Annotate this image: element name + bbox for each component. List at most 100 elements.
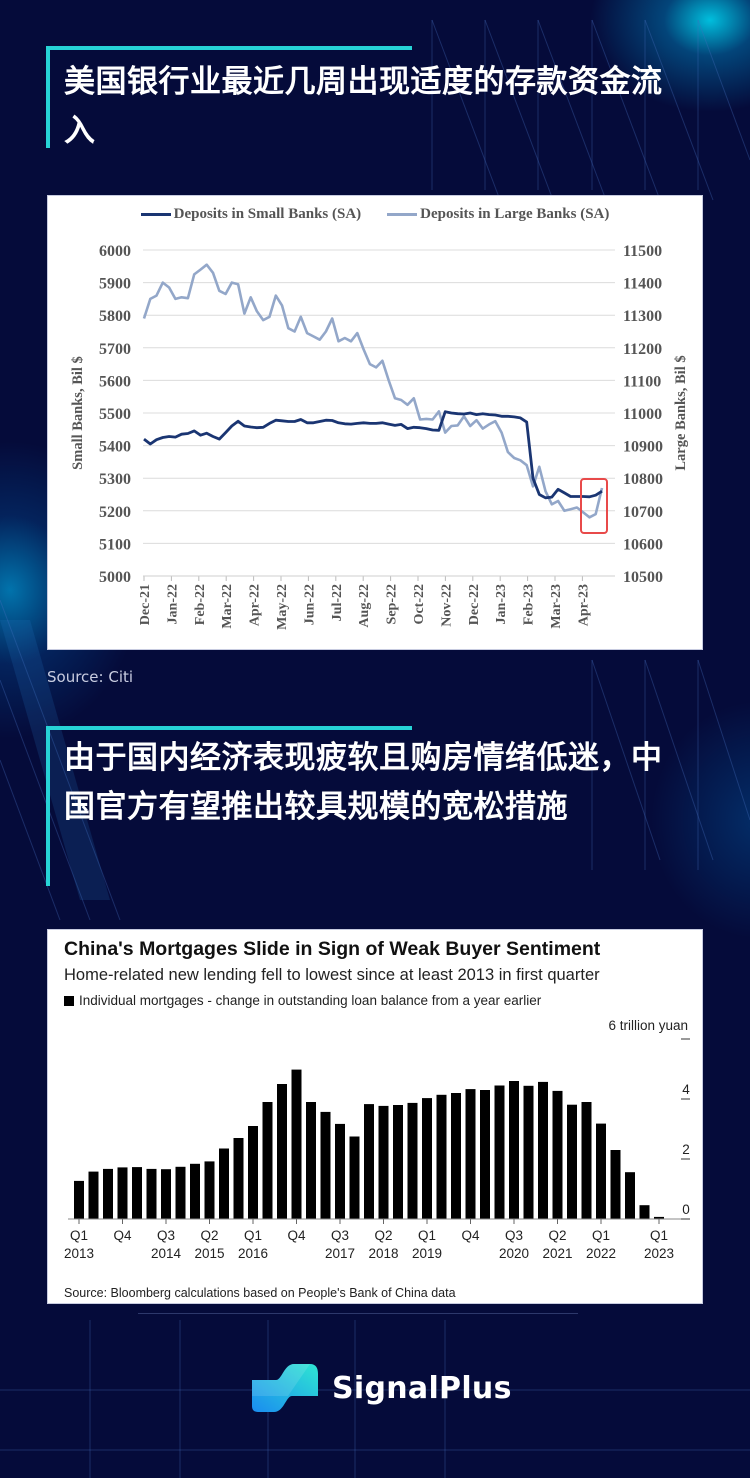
y2-tick-label: 11400 (623, 276, 662, 293)
heading-accent-top (46, 46, 412, 50)
x-tick-year: 2023 (644, 1246, 674, 1261)
small-banks-line (143, 410, 603, 500)
highlight-box (580, 478, 608, 534)
signalplus-logo-icon (252, 1364, 318, 1412)
x-tick-label: Mar-22 (220, 584, 235, 629)
bar (262, 1102, 273, 1219)
y-tick-label: 5800 (99, 308, 131, 325)
small-banks-swatch (140, 213, 171, 216)
heading-accent-left (46, 46, 50, 148)
x-tick-label: Oct-22 (412, 584, 427, 624)
mortgage-chart-card: China's Mortgages Slide in Sign of Weak … (47, 929, 703, 1304)
deposits-chart-card: Deposits in Small Banks (SA) Deposits in… (47, 195, 703, 650)
bar (509, 1081, 519, 1219)
bar (233, 1138, 244, 1219)
bar (451, 1093, 461, 1219)
x-tick-quarter: Q2 (200, 1228, 218, 1243)
bar (320, 1111, 331, 1219)
x-tick-label: Apr-23 (576, 584, 591, 626)
bar (335, 1123, 345, 1219)
y-tick-label: 5700 (99, 341, 131, 358)
y-tick-label: 5500 (99, 406, 131, 423)
x-tick-quarter: Q4 (287, 1228, 306, 1243)
section1-heading: 美国银行业最近几周出现适度的存款资金流入 (46, 46, 686, 149)
x-tick-label: Mar-23 (549, 584, 564, 629)
bar (306, 1102, 316, 1219)
bar (538, 1081, 548, 1219)
x-tick-quarter: Q1 (244, 1228, 262, 1243)
y2-axis-label: Large Banks, Bil $ (673, 355, 689, 470)
x-tick-quarter: Q4 (461, 1228, 480, 1243)
y-tick-label: 5900 (99, 276, 131, 293)
x-tick-year: 2013 (64, 1246, 94, 1261)
large-banks-swatch (387, 213, 418, 216)
x-tick-quarter: Q1 (592, 1228, 610, 1243)
heading-accent-left (46, 726, 50, 886)
legend-large-banks: Deposits in Large Banks (SA) (387, 206, 609, 223)
legend-square-icon (64, 995, 74, 1006)
bar (654, 1216, 664, 1219)
section2-heading: 由于国内经济表现疲软且购房情绪低迷，中国官方有望推出较具规模的宽松措施 (46, 726, 686, 886)
bar (596, 1123, 606, 1219)
bar (567, 1104, 577, 1219)
x-tick-year: 2016 (238, 1246, 268, 1261)
large-banks-line (142, 263, 604, 519)
y2-tick-label: 10800 (623, 471, 663, 488)
mortgage-bar-chart: 0 2 4 Q1 2013 Q4 Q3 2014 Q2 2015 Q1 2016 Q4 Q3 2017 Q2 2… (64, 1038, 690, 1261)
bar (581, 1102, 592, 1219)
bar (277, 1084, 287, 1219)
x-tick-quarter: Q1 (418, 1228, 436, 1243)
x-tick-label: May-22 (275, 584, 290, 630)
x-tick-label: Nov-22 (439, 584, 454, 627)
bar (190, 1163, 200, 1219)
x-tick-quarter: Q3 (157, 1228, 175, 1243)
bar (610, 1150, 621, 1219)
citi-source: Source: Citi (47, 668, 134, 686)
bar (436, 1094, 447, 1219)
bar (422, 1098, 432, 1219)
x-tick-quarter: Q2 (548, 1228, 566, 1243)
bar (480, 1090, 490, 1219)
x-tick-label: Jan-22 (165, 584, 180, 624)
section2-title: 由于国内经济表现疲软且购房情绪低迷，中国官方有望推出较具规模的宽松措施 (64, 740, 663, 825)
x-tick-label: Aug-22 (357, 584, 372, 628)
x-tick-year: 2022 (586, 1246, 616, 1261)
x-tick-label: Feb-22 (193, 584, 208, 625)
x-tick-label: Jun-22 (302, 584, 317, 625)
x-tick-label: Feb-23 (522, 584, 537, 625)
bloomberg-source: Source: Bloomberg calculations based on … (64, 1286, 456, 1300)
x-tick-year: 2015 (194, 1246, 224, 1261)
bar (465, 1089, 476, 1219)
x-tick-label: Jul-22 (330, 584, 345, 621)
x-tick-label: Dec-22 (467, 584, 482, 625)
bar (494, 1085, 505, 1219)
bar (407, 1102, 418, 1219)
x-tick-quarter: Q3 (331, 1228, 349, 1243)
legend-large-banks-label: Deposits in Large Banks (SA) (420, 206, 610, 222)
x-tick-quarter: Q1 (70, 1228, 88, 1243)
deposits-legend: Deposits in Small Banks (SA) Deposits in… (48, 206, 702, 223)
mortgage-unit-label: 6 trillion yuan (608, 1018, 688, 1033)
bar (74, 1180, 84, 1219)
x-tick-year: 2021 (542, 1246, 572, 1261)
x-tick-label: Jan-23 (494, 584, 509, 624)
x-tick-year: 2014 (151, 1246, 182, 1261)
bar (393, 1105, 403, 1219)
y-tick-label: 0 (682, 1202, 690, 1217)
legend-small-banks-label: Deposits in Small Banks (SA) (173, 206, 362, 222)
bar (175, 1166, 186, 1219)
y-tick-label: 5100 (99, 536, 131, 553)
mortgage-chart-subtitle: Home-related new lending fell to lowest … (64, 966, 600, 984)
x-tick-year: 2018 (368, 1246, 398, 1261)
x-tick-quarter: Q1 (650, 1228, 668, 1243)
y-tick-label: 5400 (99, 439, 131, 456)
bar (248, 1126, 258, 1219)
bar (523, 1085, 534, 1219)
x-tick-quarter: Q3 (505, 1228, 523, 1243)
y2-tick-label: 11100 (623, 373, 661, 390)
mortgage-legend: Individual mortgages - change in outstan… (64, 993, 541, 1008)
bar (378, 1105, 389, 1219)
y2-tick-label: 10500 (623, 569, 663, 586)
y2-tick-label: 10900 (623, 439, 663, 456)
x-tick-label: Sep-22 (385, 584, 400, 624)
